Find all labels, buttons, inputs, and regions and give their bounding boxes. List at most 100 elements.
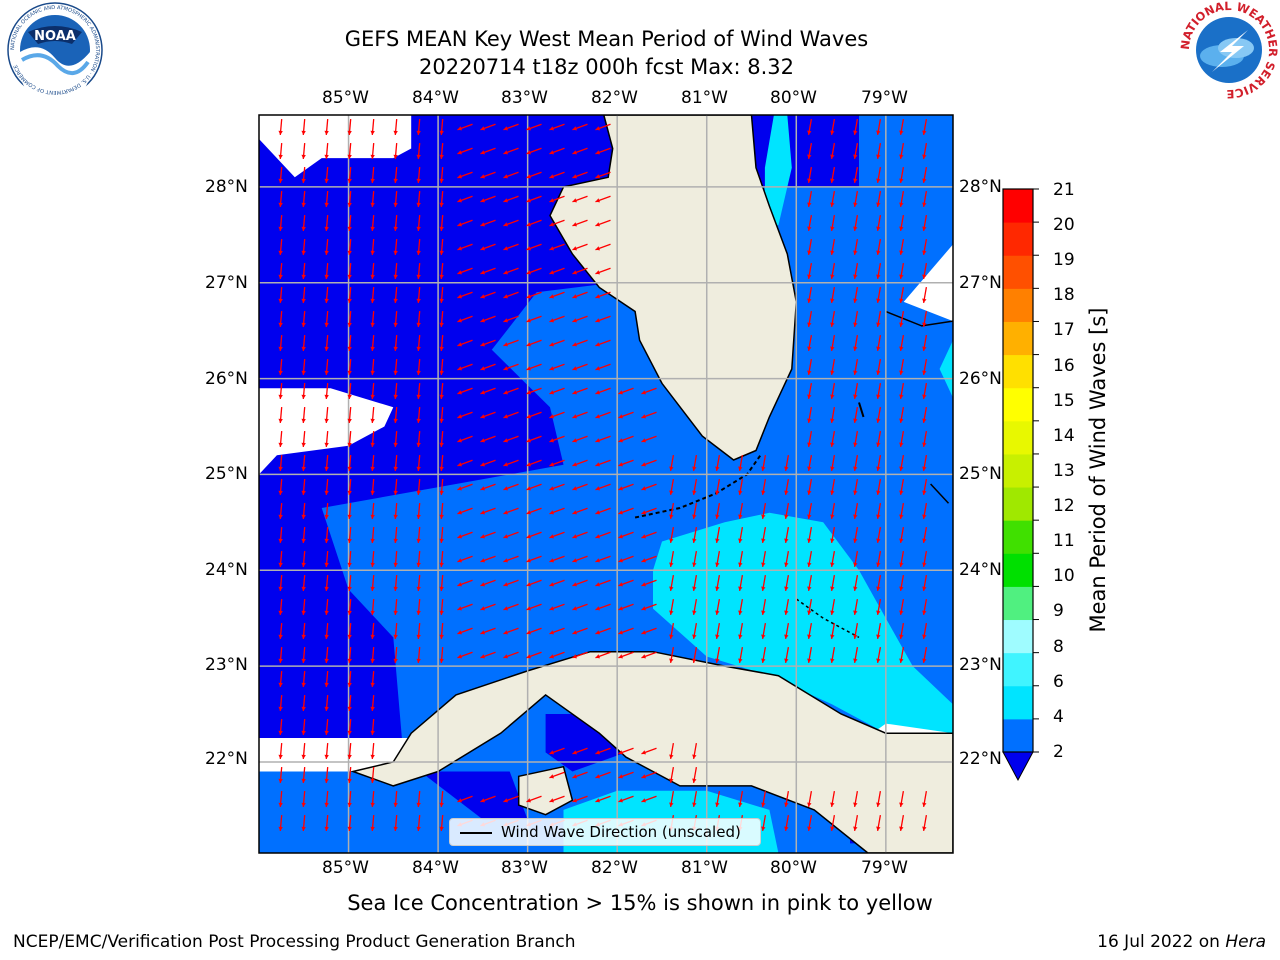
wave-direction-arrowhead bbox=[899, 178, 904, 183]
wave-direction-arrowhead bbox=[572, 438, 577, 443]
wave-direction-arrowhead bbox=[324, 562, 329, 567]
colorbar-frame bbox=[1002, 188, 1034, 753]
wave-direction-arrowhead bbox=[595, 150, 600, 155]
colorbar-tick: 2 bbox=[1053, 742, 1064, 762]
wave-direction-arrowhead bbox=[457, 654, 462, 659]
wave-direction-arrowhead bbox=[715, 490, 720, 495]
wave-direction-arrowhead bbox=[457, 462, 462, 467]
wave-direction-arrowhead bbox=[807, 442, 812, 447]
wave-direction-arrowhead bbox=[549, 342, 554, 347]
wave-direction-arrowhead bbox=[526, 390, 531, 395]
wave-direction-arrowhead bbox=[876, 274, 881, 279]
wave-direction-arrowhead bbox=[301, 826, 306, 831]
wave-direction-arrowhead bbox=[618, 414, 623, 419]
wave-direction-arrowhead bbox=[439, 442, 444, 447]
wave-direction-arrowhead bbox=[595, 606, 600, 611]
wave-direction-arrowhead bbox=[324, 418, 329, 423]
wave-direction-arrowhead bbox=[549, 366, 554, 371]
wave-direction-arrowhead bbox=[922, 370, 927, 375]
wave-direction-arrowhead bbox=[761, 466, 766, 471]
wave-direction-arrowhead bbox=[301, 274, 306, 279]
wave-direction-arrowhead bbox=[393, 538, 398, 543]
wave-direction-arrowhead bbox=[393, 514, 398, 519]
wave-direction-arrowhead bbox=[853, 610, 858, 615]
wave-direction-arrowhead bbox=[738, 802, 743, 807]
wave-direction-arrowhead bbox=[595, 534, 600, 539]
wave-direction-arrowhead bbox=[922, 538, 927, 543]
wave-direction-arrowhead bbox=[549, 750, 554, 755]
wave-direction-arrowhead bbox=[572, 774, 577, 779]
wave-direction-arrowhead bbox=[480, 558, 485, 563]
wave-direction-arrowhead bbox=[784, 514, 789, 519]
wave-direction-arrowhead bbox=[393, 178, 398, 183]
wave-direction-arrowhead bbox=[370, 658, 375, 663]
wave-direction-arrowhead bbox=[503, 630, 508, 635]
wave-direction-arrowhead bbox=[784, 538, 789, 543]
wave-direction-arrowhead bbox=[370, 370, 375, 375]
wave-direction-arrowhead bbox=[457, 798, 462, 803]
wave-direction-arrowhead bbox=[370, 346, 375, 351]
wave-direction-arrowhead bbox=[347, 490, 352, 495]
wave-direction-arrowhead bbox=[715, 514, 720, 519]
wave-direction-arrowhead bbox=[480, 798, 485, 803]
wave-direction-arrowhead bbox=[347, 730, 352, 735]
wave-direction-arrowhead bbox=[899, 370, 904, 375]
wave-direction-arrowhead bbox=[416, 250, 421, 255]
lat-tick-left: 23°N bbox=[205, 655, 248, 675]
sea-ice-note: Sea Ice Concentration > 15% is shown in … bbox=[347, 891, 933, 915]
wave-direction-arrowhead bbox=[549, 606, 554, 611]
wave-direction-arrowhead bbox=[439, 202, 444, 207]
wave-direction-arrowhead bbox=[715, 586, 720, 591]
wave-direction-arrowhead bbox=[278, 754, 283, 759]
bimini-coast bbox=[858, 402, 865, 418]
footer-credit: NCEP/EMC/Verification Post Processing Pr… bbox=[13, 932, 576, 952]
wave-direction-arrowhead bbox=[301, 562, 306, 567]
lat-tick-right: 28°N bbox=[959, 177, 1002, 197]
wave-direction-arrowhead bbox=[526, 630, 531, 635]
wave-direction-arrowhead bbox=[853, 298, 858, 303]
wave-direction-arrowhead bbox=[370, 394, 375, 399]
wave-direction-arrowhead bbox=[416, 130, 421, 135]
colorbar bbox=[1002, 188, 1039, 782]
wave-direction-arrowhead bbox=[503, 390, 508, 395]
wave-direction-arrowhead bbox=[595, 198, 600, 203]
wave-direction-arrowhead bbox=[876, 466, 881, 471]
wave-direction-arrowhead bbox=[549, 270, 554, 275]
colorbar-tick: 13 bbox=[1053, 461, 1075, 481]
wave-direction-arrowhead bbox=[692, 658, 697, 663]
wave-direction-arrowhead bbox=[347, 298, 352, 303]
wave-direction-arrowhead bbox=[715, 538, 720, 543]
wave-direction-arrowhead bbox=[899, 466, 904, 471]
wave-direction-arrowhead bbox=[669, 562, 674, 567]
wave-direction-arrowhead bbox=[853, 490, 858, 495]
wave-direction-arrowhead bbox=[669, 802, 674, 807]
wave-direction-arrowhead bbox=[278, 298, 283, 303]
wave-direction-arrowhead bbox=[301, 682, 306, 687]
wave-direction-arrowhead bbox=[853, 322, 858, 327]
wave-direction-arrowhead bbox=[278, 562, 283, 567]
wave-direction-arrowhead bbox=[572, 246, 577, 251]
wave-direction-arrowhead bbox=[480, 318, 485, 323]
wave-direction-arrowhead bbox=[416, 586, 421, 591]
wave-direction-arrowhead bbox=[324, 514, 329, 519]
land-florida bbox=[549, 115, 798, 461]
wave-direction-arrowhead bbox=[853, 274, 858, 279]
wave-direction-arrowhead bbox=[457, 414, 462, 419]
colorbar-tick: 11 bbox=[1053, 531, 1075, 551]
wave-direction-arrowhead bbox=[595, 750, 600, 755]
wave-direction-arrowhead bbox=[324, 586, 329, 591]
wave-direction-arrowhead bbox=[370, 202, 375, 207]
lon-tick-top: 81°W bbox=[681, 88, 728, 108]
wave-direction-arrowhead bbox=[692, 514, 697, 519]
wave-direction-arrowhead bbox=[347, 682, 352, 687]
wave-direction-arrowhead bbox=[278, 370, 283, 375]
colorbar-tick: 6 bbox=[1053, 672, 1064, 692]
colorbar-tick: 16 bbox=[1053, 356, 1075, 376]
wave-direction-arrowhead bbox=[324, 250, 329, 255]
wave-direction-arrowhead bbox=[393, 202, 398, 207]
wave-direction-arrowhead bbox=[278, 322, 283, 327]
wave-direction-arrowhead bbox=[393, 274, 398, 279]
wave-direction-arrowhead bbox=[503, 798, 508, 803]
wave-direction-arrowhead bbox=[618, 606, 623, 611]
wave-direction-arrowhead bbox=[278, 706, 283, 711]
